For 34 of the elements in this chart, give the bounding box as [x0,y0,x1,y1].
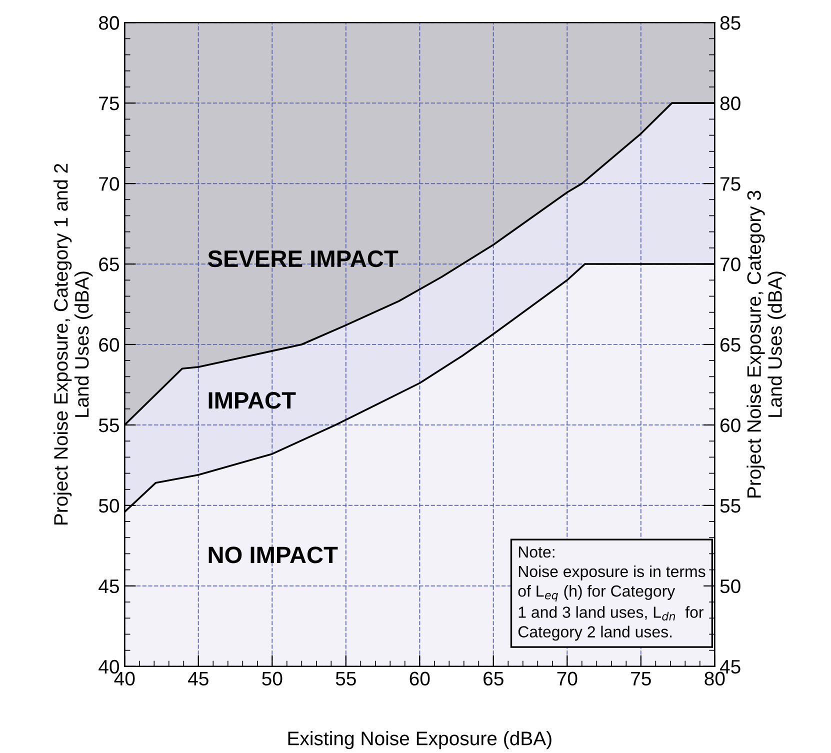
x-tick-label: 70 [557,672,578,686]
y2-tick-label: 85 [720,16,740,30]
x-axis-title: Existing Noise Exposure (dBA) [288,731,552,750]
y-tick-label: 45 [98,580,119,594]
y2-tick-label: 45 [720,660,740,674]
annotation: SEVERE IMPACT [208,250,398,268]
x-tick-label: 40 [114,672,135,686]
y-tick-label: 65 [99,257,119,272]
y2-tick-label: 65 [720,338,740,352]
y-tick-label: 80 [99,16,120,30]
y-axis-title: Project Noise Exposure, Category 1 and 2 Land Uses (dBA) [54,164,93,524]
y-tick-label: 55 [98,418,119,432]
y2-tick-label: 80 [720,96,740,110]
y2-tick-label: 70 [720,257,740,272]
x-tick-label: 50 [262,672,282,686]
y-tick-label: 50 [98,498,120,513]
y2-tick-label: 50 [720,579,740,594]
text: Note: Noise exposure is in terms of L$_{eq}$ (h) for Category 1 and 3 land uses, L$_{dn}$ for Category 2 land uses. [518,546,706,641]
x-tick-label: 45 [188,672,208,686]
y2-tick-label: 55 [720,499,740,513]
y-tick-label: 70 [99,177,120,191]
y2-tick-label: 60 [720,418,740,432]
x-tick-label: 80 [704,672,725,686]
x-tick-label: 75 [631,672,651,686]
y-tick-label: 75 [99,96,119,110]
x-tick-label: 65 [484,672,504,686]
y-tick-label: 40 [98,660,120,674]
x-tick-label: 55 [336,672,356,686]
annotation: NO IMPACT [208,546,338,564]
y-tick-label: 60 [99,338,120,352]
y2-tick-label: 75 [720,177,740,191]
y2-axis-title: Project Noise Exposure, Category 3 Land Uses (dBA) [746,190,786,498]
x-tick-label: 60 [410,672,430,686]
annotation: IMPACT [208,392,296,409]
